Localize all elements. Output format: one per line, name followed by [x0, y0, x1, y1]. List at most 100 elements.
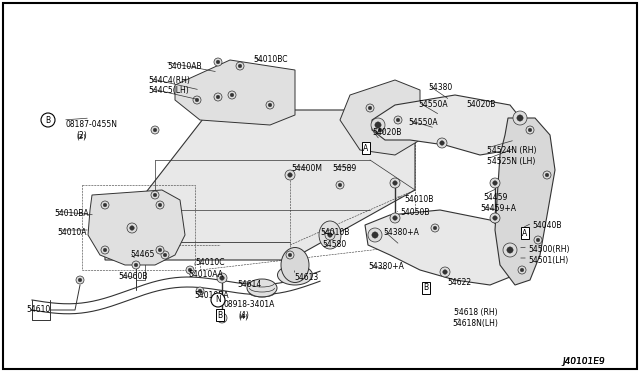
- Text: (4): (4): [238, 311, 249, 320]
- Text: B: B: [45, 115, 51, 125]
- Text: 54610: 54610: [26, 305, 51, 314]
- Circle shape: [366, 104, 374, 112]
- Text: 54524N (RH): 54524N (RH): [487, 146, 536, 155]
- Text: (2): (2): [76, 133, 86, 140]
- Circle shape: [236, 62, 244, 70]
- Circle shape: [368, 228, 382, 242]
- Text: 54465: 54465: [130, 250, 154, 259]
- Circle shape: [161, 251, 169, 259]
- Circle shape: [372, 232, 378, 238]
- Text: 54010C: 54010C: [195, 258, 225, 267]
- Circle shape: [196, 287, 204, 295]
- Circle shape: [186, 266, 194, 274]
- Text: B: B: [218, 311, 223, 320]
- Text: 54010AB: 54010AB: [167, 62, 202, 71]
- Text: (4): (4): [238, 313, 248, 320]
- Circle shape: [378, 128, 382, 132]
- Text: 54020B: 54020B: [372, 128, 401, 137]
- Circle shape: [338, 183, 342, 187]
- Text: 54380: 54380: [428, 83, 452, 92]
- Text: 54525N (LH): 54525N (LH): [487, 157, 536, 166]
- Circle shape: [134, 263, 138, 267]
- Circle shape: [216, 60, 220, 64]
- Polygon shape: [88, 190, 185, 265]
- Circle shape: [268, 103, 272, 107]
- Circle shape: [153, 128, 157, 132]
- Circle shape: [375, 122, 381, 128]
- Text: 54010BA: 54010BA: [194, 291, 228, 300]
- Text: 54500(RH): 54500(RH): [528, 245, 570, 254]
- Circle shape: [266, 101, 274, 109]
- Circle shape: [78, 278, 82, 282]
- Circle shape: [151, 126, 159, 134]
- Polygon shape: [372, 95, 530, 155]
- Circle shape: [493, 181, 497, 185]
- Text: 54613: 54613: [294, 273, 318, 282]
- Circle shape: [130, 226, 134, 230]
- Circle shape: [285, 170, 295, 180]
- Text: 54618N(LH): 54618N(LH): [452, 319, 498, 328]
- Text: 54040B: 54040B: [532, 221, 561, 230]
- Text: A: A: [364, 144, 369, 153]
- Circle shape: [518, 266, 526, 274]
- Circle shape: [158, 203, 162, 207]
- Text: 54010BC: 54010BC: [253, 55, 287, 64]
- Text: 54550A: 54550A: [418, 100, 447, 109]
- Ellipse shape: [278, 265, 312, 285]
- Circle shape: [153, 193, 157, 197]
- Text: 54060B: 54060B: [118, 272, 147, 281]
- Circle shape: [286, 251, 294, 259]
- Circle shape: [193, 96, 201, 104]
- Text: 54010B: 54010B: [320, 228, 349, 237]
- Circle shape: [517, 115, 523, 121]
- Circle shape: [101, 201, 109, 209]
- Circle shape: [440, 267, 450, 277]
- Text: 54459: 54459: [483, 193, 508, 202]
- Text: 54050B: 54050B: [400, 208, 429, 217]
- Circle shape: [543, 171, 551, 179]
- Text: 54622: 54622: [447, 278, 471, 287]
- Circle shape: [198, 289, 202, 293]
- Text: 08187-0455N: 08187-0455N: [65, 120, 117, 129]
- Text: 54380+A: 54380+A: [383, 228, 419, 237]
- Circle shape: [195, 98, 199, 102]
- Circle shape: [443, 270, 447, 274]
- Circle shape: [393, 181, 397, 185]
- Circle shape: [163, 253, 167, 257]
- Circle shape: [214, 93, 222, 101]
- Text: 54618 (RH): 54618 (RH): [454, 308, 498, 317]
- Circle shape: [536, 238, 540, 242]
- Text: 54010AA: 54010AA: [188, 270, 223, 279]
- Circle shape: [228, 91, 236, 99]
- Circle shape: [528, 128, 532, 132]
- Circle shape: [158, 248, 162, 252]
- Text: 54580: 54580: [322, 240, 346, 249]
- Polygon shape: [105, 110, 415, 260]
- Circle shape: [393, 216, 397, 220]
- Text: J40101E9: J40101E9: [562, 357, 605, 366]
- Text: 54550A: 54550A: [408, 118, 438, 127]
- Circle shape: [188, 268, 192, 272]
- Circle shape: [156, 246, 164, 254]
- Circle shape: [396, 118, 400, 122]
- Circle shape: [103, 248, 107, 252]
- Circle shape: [151, 191, 159, 199]
- Text: 54010BA: 54010BA: [54, 209, 88, 218]
- Circle shape: [394, 116, 402, 124]
- Circle shape: [431, 224, 439, 232]
- Text: 54459+A: 54459+A: [480, 204, 516, 213]
- Circle shape: [325, 230, 335, 240]
- Circle shape: [41, 113, 55, 127]
- Text: 54010A: 54010A: [57, 228, 86, 237]
- Circle shape: [490, 178, 500, 188]
- Text: A: A: [522, 228, 527, 237]
- Circle shape: [214, 58, 222, 66]
- Circle shape: [220, 316, 224, 320]
- Circle shape: [127, 223, 137, 233]
- Circle shape: [493, 216, 497, 220]
- Circle shape: [371, 118, 385, 132]
- Ellipse shape: [281, 247, 309, 282]
- Polygon shape: [175, 60, 295, 125]
- Text: 54589: 54589: [332, 164, 356, 173]
- Circle shape: [230, 93, 234, 97]
